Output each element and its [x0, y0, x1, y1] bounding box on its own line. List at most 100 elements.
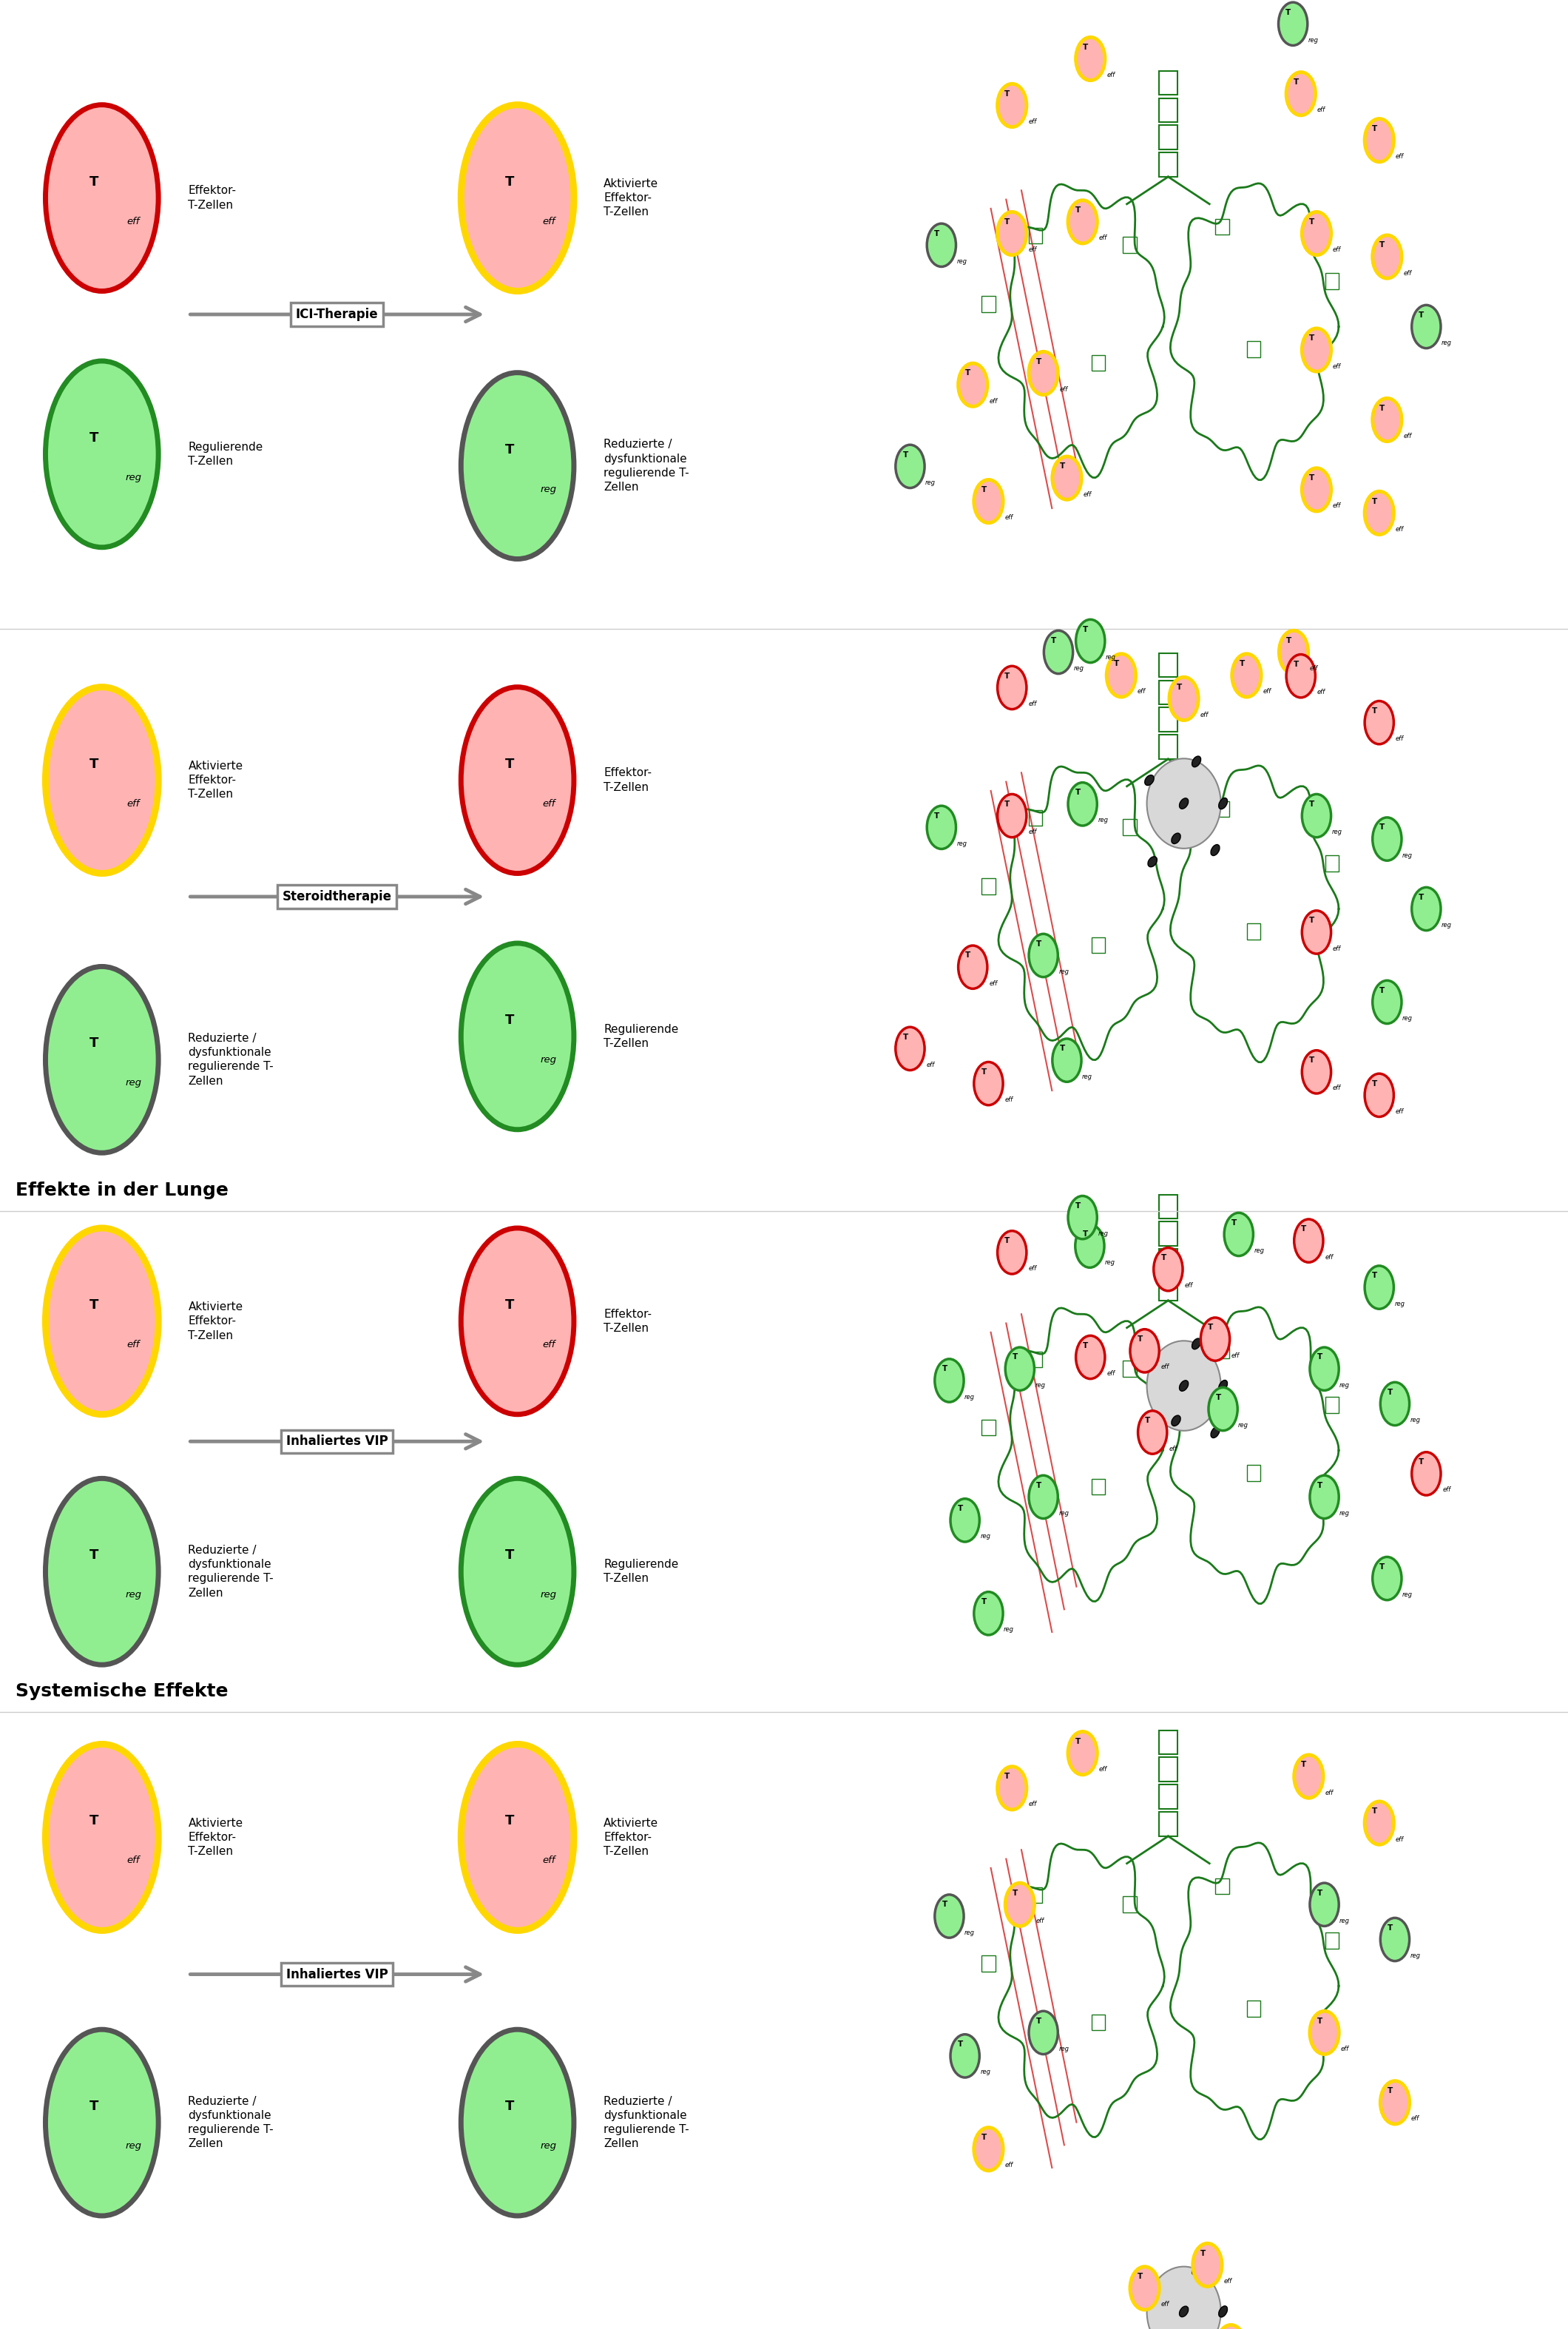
Text: Effektor-
T-Zellen: Effektor- T-Zellen	[604, 769, 652, 792]
Text: T: T	[1380, 242, 1385, 249]
Text: eff: eff	[1005, 515, 1013, 522]
Ellipse shape	[1301, 911, 1331, 955]
Ellipse shape	[1218, 1381, 1228, 1390]
Text: eff: eff	[1333, 1085, 1341, 1092]
Ellipse shape	[1154, 1248, 1182, 1290]
Ellipse shape	[935, 1893, 964, 1938]
Bar	[1123, 820, 1137, 836]
Ellipse shape	[1076, 1335, 1105, 1379]
Ellipse shape	[1068, 783, 1098, 827]
Text: reg: reg	[541, 1591, 557, 1600]
Text: T: T	[1309, 475, 1314, 482]
Text: T: T	[1419, 1458, 1424, 1465]
Ellipse shape	[1076, 620, 1105, 664]
Text: T: T	[1294, 79, 1298, 86]
Text: eff: eff	[1396, 1109, 1403, 1116]
Text: T: T	[1372, 1081, 1377, 1088]
Text: T: T	[1380, 824, 1385, 831]
Text: T: T	[505, 757, 514, 771]
Text: T: T	[1036, 941, 1041, 948]
Bar	[1247, 1465, 1261, 1481]
Bar	[1247, 925, 1261, 939]
Text: T: T	[89, 2101, 99, 2112]
Text: T: T	[1036, 1481, 1041, 1488]
Ellipse shape	[1179, 1381, 1189, 1390]
Bar	[1159, 680, 1178, 703]
Ellipse shape	[927, 224, 956, 268]
Ellipse shape	[45, 967, 158, 1153]
Ellipse shape	[1171, 1416, 1181, 1425]
Text: eff: eff	[543, 1339, 555, 1348]
Ellipse shape	[1052, 456, 1082, 501]
Ellipse shape	[1364, 1265, 1394, 1309]
Text: T: T	[1005, 673, 1010, 680]
Ellipse shape	[45, 2029, 158, 2215]
Text: Aktivierte
Effektor-
T-Zellen: Aktivierte Effektor- T-Zellen	[604, 179, 659, 217]
Ellipse shape	[1380, 1917, 1410, 1961]
Ellipse shape	[1029, 2010, 1058, 2054]
Text: T: T	[1301, 1761, 1306, 1768]
Text: reg: reg	[125, 1591, 141, 1600]
Bar	[1159, 1276, 1178, 1300]
Ellipse shape	[1309, 1882, 1339, 1926]
Ellipse shape	[997, 794, 1027, 838]
Bar	[982, 878, 996, 894]
Text: T: T	[1317, 1481, 1322, 1488]
Ellipse shape	[1372, 235, 1402, 279]
Text: Aktivierte
Effektor-
T-Zellen: Aktivierte Effektor- T-Zellen	[188, 1302, 243, 1342]
Bar	[1123, 238, 1137, 254]
Ellipse shape	[1068, 200, 1098, 245]
Ellipse shape	[461, 687, 574, 873]
Bar	[1029, 228, 1043, 245]
Ellipse shape	[1411, 305, 1441, 349]
Text: Effekte in der Lunge: Effekte in der Lunge	[16, 1181, 229, 1199]
Text: Aktivierte
Effektor-
T-Zellen: Aktivierte Effektor- T-Zellen	[188, 762, 243, 799]
Text: Reduzierte /
dysfunktionale
regulierende T-
Zellen: Reduzierte / dysfunktionale regulierende…	[188, 1544, 274, 1598]
Text: T: T	[89, 757, 99, 771]
Text: reg: reg	[1239, 1423, 1248, 1428]
Text: reg: reg	[1098, 817, 1109, 824]
Text: eff: eff	[1333, 363, 1341, 370]
Text: reg: reg	[980, 2068, 991, 2075]
Text: reg: reg	[980, 1532, 991, 1539]
Ellipse shape	[1076, 1225, 1104, 1267]
Text: eff: eff	[1317, 689, 1325, 696]
Ellipse shape	[997, 1230, 1027, 1274]
Bar	[1215, 219, 1229, 235]
Bar	[1123, 1360, 1137, 1376]
Text: eff: eff	[1137, 689, 1146, 694]
Ellipse shape	[1145, 1358, 1154, 1367]
Text: Regulierende
T-Zellen: Regulierende T-Zellen	[604, 1025, 679, 1048]
Ellipse shape	[1364, 701, 1394, 745]
Ellipse shape	[895, 445, 925, 489]
Text: Reduzierte /
dysfunktionale
regulierende T-
Zellen: Reduzierte / dysfunktionale regulierende…	[188, 1032, 274, 1088]
Text: eff: eff	[1184, 1283, 1193, 1288]
Text: eff: eff	[543, 1856, 555, 1866]
Ellipse shape	[1301, 212, 1331, 256]
Text: T: T	[1419, 894, 1424, 901]
Ellipse shape	[1210, 1428, 1220, 1437]
Ellipse shape	[1138, 1411, 1167, 1453]
Ellipse shape	[1301, 328, 1331, 373]
Ellipse shape	[1294, 1218, 1323, 1262]
Text: T: T	[942, 1365, 947, 1372]
Text: eff: eff	[1333, 247, 1341, 254]
Bar	[1325, 272, 1339, 289]
Text: T: T	[505, 443, 514, 456]
Bar	[1159, 708, 1178, 731]
Text: T: T	[1317, 1889, 1322, 1896]
Ellipse shape	[1131, 2266, 1159, 2310]
Text: reg: reg	[1441, 340, 1452, 347]
Ellipse shape	[1192, 757, 1201, 766]
Bar	[1325, 855, 1339, 871]
Text: eff: eff	[1099, 1765, 1107, 1772]
Ellipse shape	[997, 1765, 1027, 1810]
Text: T: T	[958, 2040, 963, 2047]
Text: T: T	[1372, 126, 1377, 133]
Text: eff: eff	[1005, 2161, 1013, 2168]
Text: reg: reg	[1004, 1626, 1014, 1633]
Text: reg: reg	[125, 2140, 141, 2150]
Ellipse shape	[1044, 631, 1073, 673]
Text: T: T	[1076, 207, 1080, 214]
Text: T: T	[505, 1814, 514, 1828]
